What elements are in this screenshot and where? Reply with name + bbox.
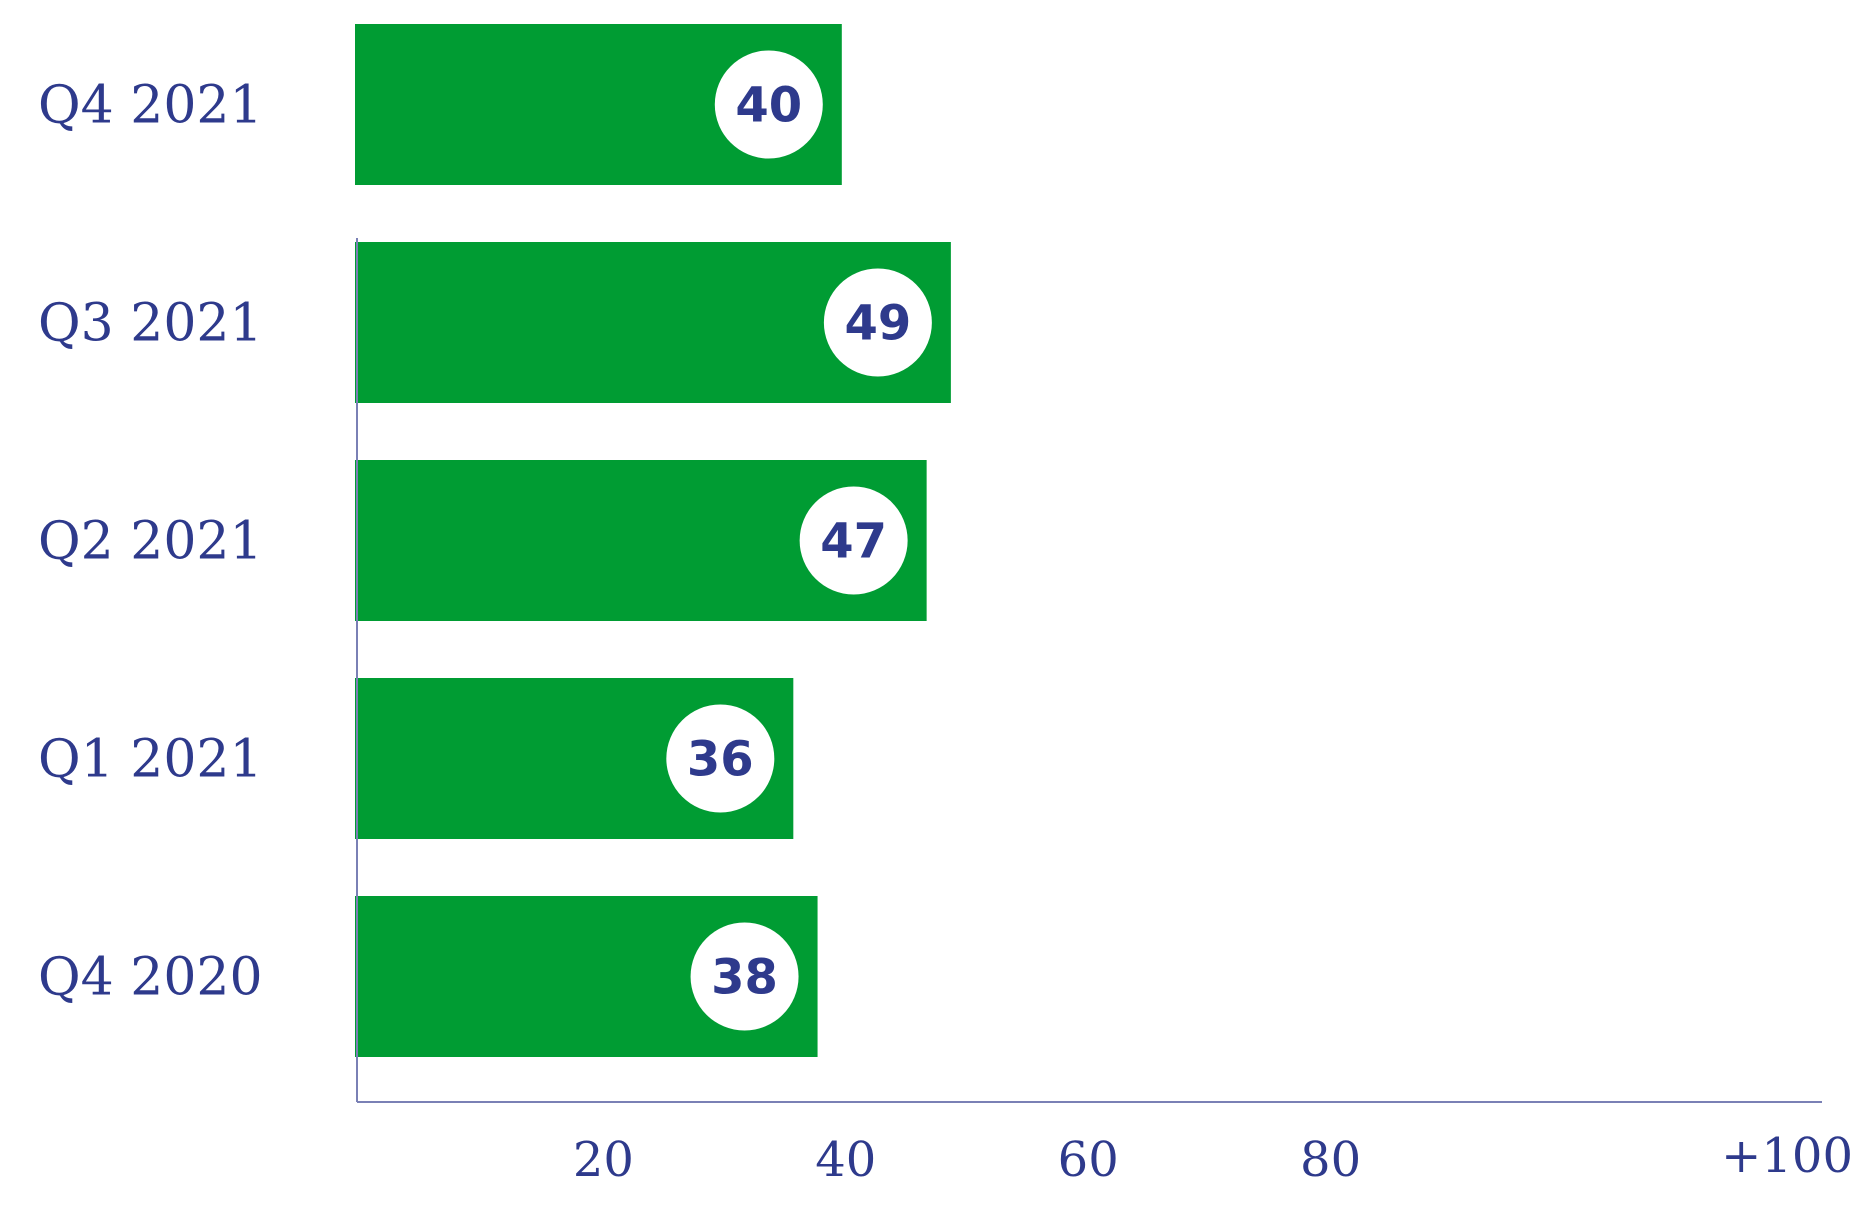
data-label: 36 bbox=[687, 732, 754, 788]
data-label-bubble bbox=[714, 50, 823, 159]
x-tick-label: 20 bbox=[573, 1132, 634, 1188]
data-label: 49 bbox=[844, 296, 911, 352]
x-tick-label: 80 bbox=[1300, 1132, 1361, 1188]
bars-layer: 40 49 47 36 38 bbox=[355, 24, 951, 1057]
category-label: Q1 2021 bbox=[38, 730, 263, 790]
data-label: 47 bbox=[820, 514, 887, 570]
x-tick-label: +100 bbox=[1721, 1128, 1853, 1184]
data-label: 40 bbox=[735, 78, 802, 134]
x-tick-labels: 20 40 60 80 +100 bbox=[573, 1128, 1853, 1188]
x-tick-label: 60 bbox=[1058, 1132, 1119, 1188]
x-tick-label: 40 bbox=[815, 1132, 876, 1188]
category-label: Q2 2021 bbox=[38, 512, 263, 572]
data-label-bubble bbox=[690, 922, 799, 1031]
data-label-bubble bbox=[666, 704, 775, 813]
category-label: Q4 2020 bbox=[38, 948, 263, 1008]
data-label-bubble bbox=[799, 486, 908, 595]
data-label-bubble bbox=[823, 268, 932, 377]
category-label: Q4 2021 bbox=[38, 76, 263, 136]
category-label: Q3 2021 bbox=[38, 294, 263, 354]
category-labels: Q4 2021 Q3 2021 Q2 2021 Q1 2021 Q4 2020 bbox=[38, 76, 263, 1008]
data-label: 38 bbox=[711, 950, 778, 1006]
